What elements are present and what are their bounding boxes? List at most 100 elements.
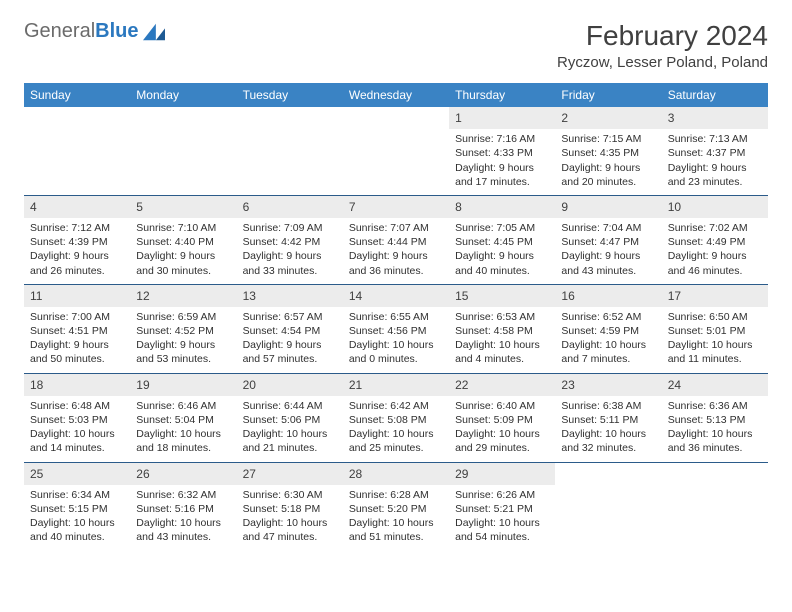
day-number: 14 (343, 285, 449, 307)
logo-triangle-icon (143, 23, 165, 41)
logo-word-1: General (24, 20, 95, 42)
day-info: Sunrise: 7:04 AMSunset: 4:47 PMDaylight:… (555, 218, 661, 284)
sunset-text: Sunset: 4:40 PM (136, 235, 230, 249)
calendar-day: 12Sunrise: 6:59 AMSunset: 4:52 PMDayligh… (130, 285, 236, 373)
sunrise-text: Sunrise: 6:34 AM (30, 488, 124, 502)
day-number: 22 (449, 374, 555, 396)
daylight-text: Daylight: 9 hours and 20 minutes. (561, 161, 655, 189)
calendar-week: 18Sunrise: 6:48 AMSunset: 5:03 PMDayligh… (24, 373, 768, 462)
sunrise-text: Sunrise: 6:26 AM (455, 488, 549, 502)
calendar-day: 19Sunrise: 6:46 AMSunset: 5:04 PMDayligh… (130, 374, 236, 462)
daylight-text: Daylight: 10 hours and 0 minutes. (349, 338, 443, 366)
weekday-header: Friday (555, 83, 661, 107)
sunset-text: Sunset: 4:39 PM (30, 235, 124, 249)
sunset-text: Sunset: 5:20 PM (349, 502, 443, 516)
calendar-day-empty (237, 107, 343, 195)
day-number: 4 (24, 196, 130, 218)
sunrise-text: Sunrise: 6:55 AM (349, 310, 443, 324)
day-info: Sunrise: 7:12 AMSunset: 4:39 PMDaylight:… (24, 218, 130, 284)
day-number: 26 (130, 463, 236, 485)
day-number: 16 (555, 285, 661, 307)
sunrise-text: Sunrise: 6:38 AM (561, 399, 655, 413)
sunset-text: Sunset: 4:58 PM (455, 324, 549, 338)
daylight-text: Daylight: 10 hours and 14 minutes. (30, 427, 124, 455)
daylight-text: Daylight: 9 hours and 43 minutes. (561, 249, 655, 277)
daylight-text: Daylight: 10 hours and 11 minutes. (668, 338, 762, 366)
daylight-text: Daylight: 10 hours and 21 minutes. (243, 427, 337, 455)
sunset-text: Sunset: 4:59 PM (561, 324, 655, 338)
daylight-text: Daylight: 9 hours and 33 minutes. (243, 249, 337, 277)
day-info: Sunrise: 6:46 AMSunset: 5:04 PMDaylight:… (130, 396, 236, 462)
weekday-header: Wednesday (343, 83, 449, 107)
daylight-text: Daylight: 9 hours and 57 minutes. (243, 338, 337, 366)
day-info: Sunrise: 6:42 AMSunset: 5:08 PMDaylight:… (343, 396, 449, 462)
weekday-header: Monday (130, 83, 236, 107)
calendar-day: 26Sunrise: 6:32 AMSunset: 5:16 PMDayligh… (130, 463, 236, 551)
day-info: Sunrise: 7:16 AMSunset: 4:33 PMDaylight:… (449, 129, 555, 195)
calendar-day: 15Sunrise: 6:53 AMSunset: 4:58 PMDayligh… (449, 285, 555, 373)
sunrise-text: Sunrise: 6:36 AM (668, 399, 762, 413)
sunset-text: Sunset: 5:15 PM (30, 502, 124, 516)
day-number: 2 (555, 107, 661, 129)
day-number: 6 (237, 196, 343, 218)
sunrise-text: Sunrise: 6:50 AM (668, 310, 762, 324)
sunset-text: Sunset: 5:06 PM (243, 413, 337, 427)
calendar-day: 22Sunrise: 6:40 AMSunset: 5:09 PMDayligh… (449, 374, 555, 462)
sunset-text: Sunset: 4:51 PM (30, 324, 124, 338)
calendar-day: 24Sunrise: 6:36 AMSunset: 5:13 PMDayligh… (662, 374, 768, 462)
sunrise-text: Sunrise: 7:05 AM (455, 221, 549, 235)
day-info: Sunrise: 6:34 AMSunset: 5:15 PMDaylight:… (24, 485, 130, 551)
weekday-header: Saturday (662, 83, 768, 107)
daylight-text: Daylight: 10 hours and 54 minutes. (455, 516, 549, 544)
daylight-text: Daylight: 10 hours and 43 minutes. (136, 516, 230, 544)
day-info: Sunrise: 6:50 AMSunset: 5:01 PMDaylight:… (662, 307, 768, 373)
day-info: Sunrise: 7:15 AMSunset: 4:35 PMDaylight:… (555, 129, 661, 195)
calendar-day: 28Sunrise: 6:28 AMSunset: 5:20 PMDayligh… (343, 463, 449, 551)
daylight-text: Daylight: 9 hours and 36 minutes. (349, 249, 443, 277)
day-info: Sunrise: 6:44 AMSunset: 5:06 PMDaylight:… (237, 396, 343, 462)
sunrise-text: Sunrise: 7:13 AM (668, 132, 762, 146)
sunrise-text: Sunrise: 6:40 AM (455, 399, 549, 413)
daylight-text: Daylight: 10 hours and 32 minutes. (561, 427, 655, 455)
title-block: February 2024 Ryczow, Lesser Poland, Pol… (557, 20, 768, 71)
sunset-text: Sunset: 4:33 PM (455, 146, 549, 160)
daylight-text: Daylight: 9 hours and 53 minutes. (136, 338, 230, 366)
day-number: 9 (555, 196, 661, 218)
day-number: 29 (449, 463, 555, 485)
day-number: 19 (130, 374, 236, 396)
sunset-text: Sunset: 4:47 PM (561, 235, 655, 249)
day-number: 12 (130, 285, 236, 307)
sunrise-text: Sunrise: 6:42 AM (349, 399, 443, 413)
sunset-text: Sunset: 4:54 PM (243, 324, 337, 338)
day-info: Sunrise: 6:40 AMSunset: 5:09 PMDaylight:… (449, 396, 555, 462)
calendar: SundayMondayTuesdayWednesdayThursdayFrid… (24, 83, 768, 550)
daylight-text: Daylight: 10 hours and 4 minutes. (455, 338, 549, 366)
logo-word-2: Blue (95, 20, 138, 42)
calendar-day: 16Sunrise: 6:52 AMSunset: 4:59 PMDayligh… (555, 285, 661, 373)
calendar-day-empty (130, 107, 236, 195)
daylight-text: Daylight: 9 hours and 50 minutes. (30, 338, 124, 366)
day-info: Sunrise: 6:28 AMSunset: 5:20 PMDaylight:… (343, 485, 449, 551)
calendar-day: 4Sunrise: 7:12 AMSunset: 4:39 PMDaylight… (24, 196, 130, 284)
calendar-day: 23Sunrise: 6:38 AMSunset: 5:11 PMDayligh… (555, 374, 661, 462)
calendar-week: 11Sunrise: 7:00 AMSunset: 4:51 PMDayligh… (24, 284, 768, 373)
daylight-text: Daylight: 9 hours and 17 minutes. (455, 161, 549, 189)
daylight-text: Daylight: 10 hours and 29 minutes. (455, 427, 549, 455)
day-info: Sunrise: 7:02 AMSunset: 4:49 PMDaylight:… (662, 218, 768, 284)
calendar-day: 29Sunrise: 6:26 AMSunset: 5:21 PMDayligh… (449, 463, 555, 551)
sunset-text: Sunset: 5:18 PM (243, 502, 337, 516)
sunset-text: Sunset: 4:45 PM (455, 235, 549, 249)
calendar-day-empty (343, 107, 449, 195)
day-info: Sunrise: 6:32 AMSunset: 5:16 PMDaylight:… (130, 485, 236, 551)
calendar-week: 1Sunrise: 7:16 AMSunset: 4:33 PMDaylight… (24, 107, 768, 195)
day-number: 18 (24, 374, 130, 396)
day-number: 27 (237, 463, 343, 485)
daylight-text: Daylight: 10 hours and 36 minutes. (668, 427, 762, 455)
weekday-header: Tuesday (237, 83, 343, 107)
day-info: Sunrise: 6:36 AMSunset: 5:13 PMDaylight:… (662, 396, 768, 462)
sunrise-text: Sunrise: 6:30 AM (243, 488, 337, 502)
daylight-text: Daylight: 9 hours and 46 minutes. (668, 249, 762, 277)
weekday-header: Thursday (449, 83, 555, 107)
calendar-day: 17Sunrise: 6:50 AMSunset: 5:01 PMDayligh… (662, 285, 768, 373)
sunrise-text: Sunrise: 6:53 AM (455, 310, 549, 324)
